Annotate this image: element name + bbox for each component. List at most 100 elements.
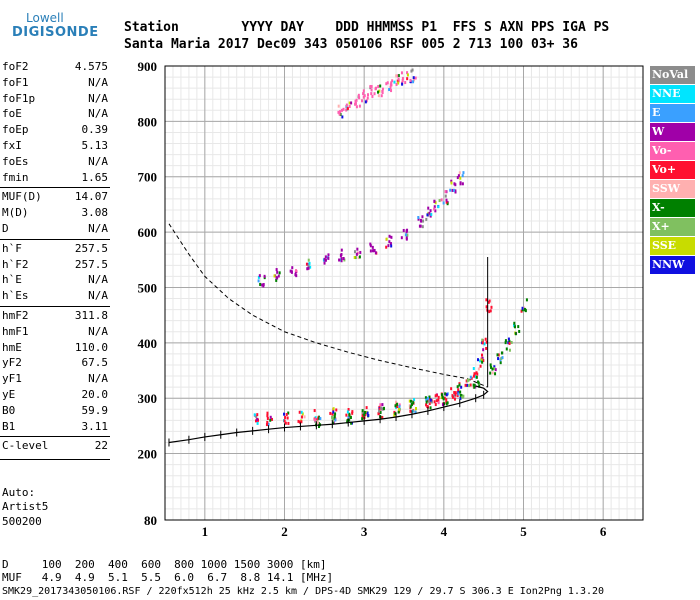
echo-point (429, 214, 432, 218)
echo-point (430, 400, 433, 404)
echo-point (412, 80, 415, 84)
legend-item-w: W (650, 123, 695, 141)
param-name: yF1 (2, 372, 22, 386)
echo-point (469, 375, 472, 379)
echo-point (350, 101, 353, 105)
param-name: yF2 (2, 356, 22, 370)
echo-point (283, 419, 286, 423)
echo-point (435, 393, 438, 397)
echo-point (468, 384, 471, 388)
param-name: fmin (2, 170, 29, 184)
echo-point (450, 181, 453, 185)
echo-point (437, 401, 440, 405)
echo-point (276, 270, 279, 274)
echo-point (300, 410, 303, 414)
echo-point (401, 78, 404, 82)
echo-point (497, 357, 500, 361)
echo-point (342, 107, 345, 111)
echo-point (374, 87, 377, 91)
echo-point (379, 410, 382, 414)
echo-point (277, 274, 280, 278)
echo-point (409, 399, 412, 403)
echo-point (361, 417, 364, 421)
echo-point (313, 418, 316, 422)
echo-point (421, 225, 424, 229)
echo-point (462, 171, 465, 175)
echo-point (388, 234, 391, 238)
echo-point (373, 92, 376, 96)
param-value: 5.13 (81, 139, 109, 152)
echo-point (412, 401, 415, 405)
echo-point (411, 68, 414, 72)
echo-point (390, 235, 393, 239)
echo-point (381, 403, 384, 407)
param-value: N/A (88, 222, 108, 235)
echo-point (518, 329, 521, 333)
echo-point (348, 413, 351, 417)
echo-point (507, 341, 510, 345)
echo-point (429, 406, 432, 410)
param-name: B0 (2, 403, 16, 417)
echo-point (409, 405, 412, 409)
echo-point (396, 79, 399, 83)
echo-point (278, 271, 281, 275)
echo-point (476, 358, 479, 362)
param-row: hmF2 311.8 (2, 309, 108, 324)
echo-point (257, 279, 260, 283)
echo-point (361, 411, 364, 415)
echo-point (346, 410, 349, 414)
param-value: 14.07 (74, 190, 108, 204)
param-name: M(D) (2, 206, 29, 220)
echo-point (349, 415, 352, 419)
param-row: foEs N/A (2, 155, 108, 170)
echo-point (370, 85, 373, 89)
echo-point (284, 415, 287, 419)
echo-point (504, 341, 507, 345)
echo-point (391, 79, 394, 83)
echo-point (435, 399, 438, 403)
echo-point (350, 421, 353, 425)
param-value: N/A (88, 289, 108, 303)
echo-point (414, 410, 417, 414)
echo-point (266, 417, 269, 421)
echo-point (500, 351, 503, 355)
autoscaling-label: Auto: (2, 486, 36, 499)
echo-point (400, 71, 403, 75)
echo-point (415, 407, 418, 411)
echo-point (300, 420, 303, 424)
legend-item-x-: X+ (650, 218, 695, 236)
param-value: 110.0 (74, 340, 108, 354)
echo-point (433, 199, 436, 203)
param-separator (0, 187, 110, 189)
echo-point (497, 353, 500, 357)
echo-point (429, 209, 432, 213)
echo-point (366, 411, 369, 415)
echo-point (481, 360, 484, 364)
param-row: yF1 N/A (2, 372, 108, 387)
echo-point (378, 407, 381, 411)
echo-point (258, 274, 261, 278)
param-value: 311.8 (74, 309, 108, 322)
echo-point (450, 179, 453, 183)
echo-point (453, 391, 456, 395)
y-tick-label: 300 (138, 391, 158, 406)
echo-point (305, 262, 308, 266)
echo-point (327, 256, 330, 260)
echo-point (479, 359, 482, 363)
echo-point (377, 94, 380, 98)
echo-point (295, 269, 298, 273)
param-value: 257.5 (74, 241, 108, 255)
param-row: h`E N/A (2, 273, 108, 288)
echo-point (351, 410, 354, 414)
echo-point (508, 348, 511, 352)
param-name: B1 (2, 419, 16, 433)
echo-point (370, 88, 373, 92)
param-value: N/A (88, 273, 108, 287)
echo-point (362, 89, 365, 93)
echo-point (428, 401, 431, 405)
echo-point (261, 283, 264, 287)
echo-point (490, 305, 493, 309)
echo-point (396, 405, 399, 409)
echo-point (429, 398, 432, 402)
param-name: h`Es (2, 289, 29, 303)
